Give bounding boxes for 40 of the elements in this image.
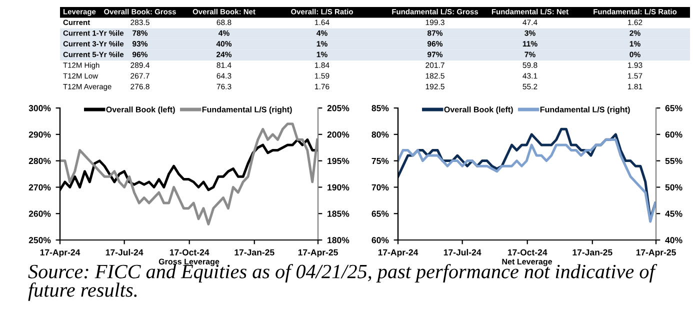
x-axis-title: Net Leverage bbox=[502, 258, 552, 266]
x-tick-label: 17-Jan-25 bbox=[234, 249, 274, 256]
y-tick-label: 250% bbox=[28, 237, 51, 244]
y2-tick-label: 180% bbox=[328, 237, 350, 244]
y-tick-label: 280% bbox=[28, 158, 51, 164]
y2-tick-label: 200% bbox=[327, 131, 350, 138]
y-tick-label: 80% bbox=[372, 131, 389, 138]
x-tick-label: 17-Apr-24 bbox=[40, 249, 80, 258]
x-tick-label: 17-Oct-24 bbox=[508, 249, 548, 256]
y-tick-label: 70% bbox=[372, 184, 389, 190]
legend-label: Fundamental L/S (right) bbox=[202, 106, 292, 114]
y2-tick-label: 40% bbox=[665, 237, 682, 244]
line-series bbox=[60, 122, 318, 226]
y-tick-label: 270% bbox=[28, 184, 51, 190]
y-tick-label: 260% bbox=[28, 210, 51, 217]
y2-tick-label: 55% bbox=[665, 158, 682, 164]
x-tick-label: 17-Jul-24 bbox=[106, 249, 144, 256]
y-tick-label: 290% bbox=[28, 131, 51, 138]
y2-tick-label: 65% bbox=[665, 105, 682, 112]
legend-label: Overall Book (left) bbox=[444, 106, 513, 114]
y2-tick-label: 190% bbox=[328, 184, 350, 190]
legend-label: Overall Book (left) bbox=[106, 106, 175, 114]
x-tick-label: 17-Oct-24 bbox=[170, 249, 210, 256]
y2-tick-label: 195% bbox=[328, 158, 350, 164]
y2-tick-label: 45% bbox=[665, 210, 682, 217]
y2-tick-label: 205% bbox=[327, 105, 350, 112]
x-tick-label: 17-Apr-24 bbox=[378, 249, 418, 258]
y-tick-label: 75% bbox=[372, 158, 389, 164]
legend-label: Fundamental L/S (right) bbox=[540, 106, 630, 114]
y-tick-label: 60% bbox=[372, 237, 389, 244]
x-tick-label: 17-Jan-25 bbox=[572, 249, 612, 256]
y2-tick-label: 60% bbox=[665, 131, 682, 138]
y-tick-label: 300% bbox=[28, 105, 51, 112]
x-tick-label: 17-Apr-25 bbox=[298, 249, 338, 258]
y-tick-label: 65% bbox=[372, 210, 389, 217]
y2-tick-label: 50% bbox=[665, 184, 682, 190]
x-tick-label: 17-Jul-24 bbox=[444, 249, 482, 256]
y2-tick-label: 185% bbox=[328, 210, 350, 217]
y-tick-label: 85% bbox=[372, 105, 389, 112]
x-tick-label: 17-Apr-25 bbox=[636, 249, 676, 258]
